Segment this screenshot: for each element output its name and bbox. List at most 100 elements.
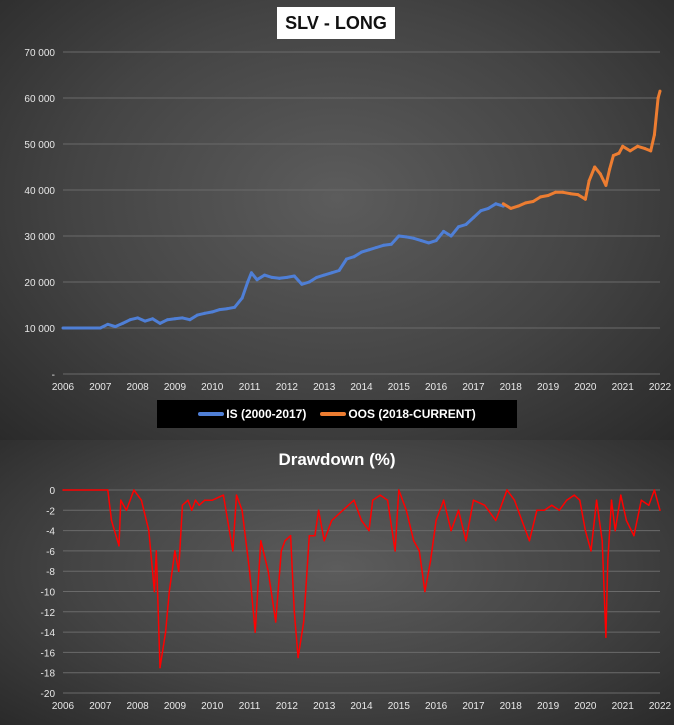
data-point [210,310,214,314]
data-point [536,509,538,512]
data-point [158,321,162,325]
data-point [617,151,621,155]
data-point [368,529,370,532]
data-point [509,206,513,210]
y-tick-label: 0 [49,486,55,497]
data-point [330,519,333,522]
data-point [611,154,615,157]
data-point [483,504,486,506]
data-point [314,534,316,537]
data-point [118,545,120,547]
data-point [449,234,453,238]
data-point [405,509,408,512]
x-tick-label: 2015 [388,701,411,712]
data-point [450,529,452,532]
legend-swatch-is [198,412,225,416]
data-point [174,550,176,552]
x-tick-label: 2020 [574,382,597,393]
data-point [140,499,143,501]
data-point [292,274,296,278]
data-point [177,570,180,572]
data-point [164,631,167,633]
data-point [652,133,656,137]
data-point [457,509,460,512]
data-point [471,216,475,220]
data-point [501,202,505,206]
data-point [315,275,319,279]
data-point [506,489,508,491]
data-point [330,271,334,275]
y-tick-label: 20 000 [24,278,55,289]
y-tick-label: 60 000 [24,94,55,105]
y-tick-label: -20 [41,689,56,700]
data-point [565,499,568,501]
data-point [398,489,400,491]
data-point [659,509,661,512]
data-point [442,229,446,233]
data-point [625,519,628,522]
data-point [246,280,250,284]
x-tick-label: 2021 [612,382,635,393]
data-point [267,570,269,572]
data-point [136,316,140,320]
data-point [620,494,622,496]
data-point [285,275,289,279]
x-tick-label: 2009 [164,701,187,712]
data-point [546,194,550,198]
x-tick-label: 2013 [313,701,336,712]
data-point [248,570,251,572]
data-point [225,307,229,311]
y-tick-label: - [52,370,55,381]
data-point [190,509,193,512]
data-point [465,540,467,542]
data-point [232,550,234,552]
y-tick-label: -8 [46,567,55,578]
data-point [601,540,603,542]
data-point [181,504,184,506]
data-point [110,519,113,522]
data-point [554,190,558,194]
data-point [374,246,378,249]
drawdown-chart-panel: 0 -2 -4 -6 -8 -10 -12 -14 -16 -18 -20 2006 2007 2008 2… [0,440,674,725]
data-point [360,519,363,522]
data-point [442,499,445,501]
data-point [180,316,184,320]
data-point [539,195,543,199]
data-point [528,540,531,542]
y-tick-label: -6 [46,547,55,558]
legend-label-is: IS (2000-2017) [226,407,307,421]
data-point [404,235,408,239]
x-tick-label: 2022 [649,382,672,393]
data-point [605,636,607,638]
x-tick-label: 2007 [89,382,112,393]
data-point [394,550,396,552]
x-tick-label: 2017 [462,382,485,393]
x-tick-label: 2012 [276,701,299,712]
data-point [345,257,349,261]
data-point [128,318,132,322]
data-point [479,209,483,213]
y-tick-label: -4 [46,527,55,538]
x-tick-label: 2010 [201,382,224,393]
data-point [218,308,222,312]
data-point [636,144,640,148]
data-point [379,494,381,496]
x-tick-label: 2020 [574,701,597,712]
y-tick-label: -18 [41,669,56,680]
x-tick-label: 2009 [164,382,187,393]
data-point [113,325,117,329]
drawdown-chart-title: Drawdown (%) [278,450,396,469]
data-point [211,499,213,501]
data-point [412,236,416,240]
data-point [148,529,150,532]
data-point [297,656,299,659]
data-point [593,165,597,169]
x-tick-label: 2008 [127,382,150,393]
legend-item-is: IS (2000-2017) [198,407,306,421]
data-point [284,540,286,542]
series-line-0 [63,489,661,669]
x-tick-label: 2015 [388,382,411,393]
data-point [656,96,660,100]
data-point [419,239,423,243]
